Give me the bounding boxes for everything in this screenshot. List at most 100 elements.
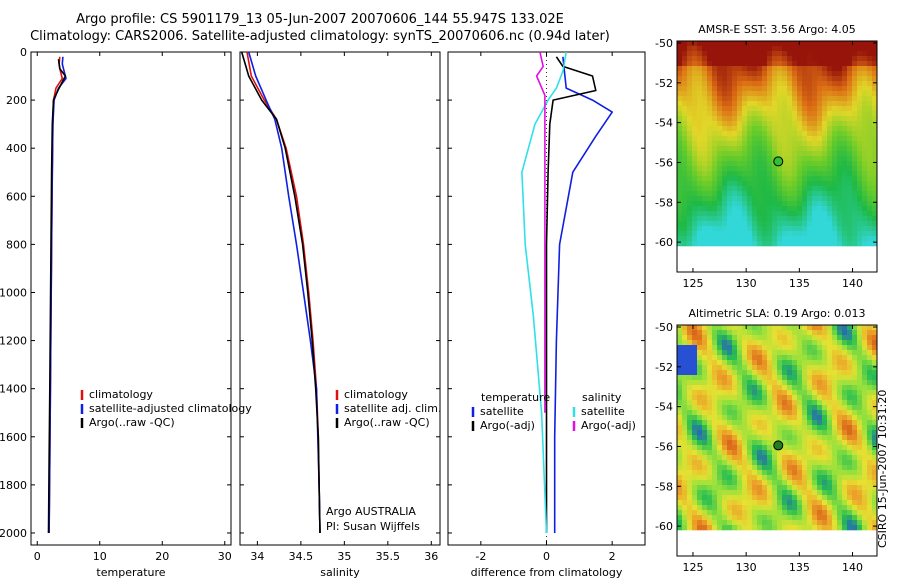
field-cell [772,226,778,232]
field-cell [872,515,878,521]
field-cell [792,465,798,471]
field-cell [812,520,818,526]
field-cell [832,241,838,247]
field-cell [702,340,708,346]
field-cell [682,126,688,132]
field-cell [857,201,863,207]
field-cell [782,101,788,107]
field-cell [762,41,768,47]
field-cell [677,455,683,461]
field-cell [782,146,788,152]
field-cell [732,385,738,391]
field-cell [692,405,698,411]
field-cell [717,221,723,227]
field-cell [797,495,803,501]
field-cell [752,345,758,351]
field-cell [772,176,778,182]
field-cell [772,76,778,82]
field-cell [752,485,758,491]
field-cell [747,410,753,416]
field-cell [757,325,763,331]
field-cell [787,390,793,396]
field-cell [812,365,818,371]
field-cell [862,515,868,521]
field-cell [852,345,858,351]
field-cell [787,126,793,132]
field-cell [722,510,728,516]
field-cell [827,360,833,366]
field-cell [682,360,688,366]
field-cell [677,76,683,82]
field-cell [777,201,783,207]
field-cell [742,500,748,506]
field-cell [797,201,803,207]
field-cell [757,510,763,516]
x-tick-label: 30 [218,550,232,563]
field-cell [717,490,723,496]
field-cell [777,221,783,227]
field-cell [842,495,848,501]
field-cell [847,136,853,142]
field-cell [727,81,733,87]
field-cell [807,166,813,172]
field-cell [702,201,708,207]
field-cell [682,166,688,172]
field-cell [857,86,863,92]
field-cell [742,520,748,526]
field-cell [727,350,733,356]
field-cell [757,455,763,461]
field-cell [827,370,833,376]
field-cell [762,350,768,356]
field-cell [787,480,793,486]
field-cell [792,335,798,341]
field-cell [677,475,683,481]
field-cell [692,505,698,511]
field-cell [732,136,738,142]
field-cell [692,166,698,172]
field-cell [822,455,828,461]
field-cell [802,176,808,182]
field-cell [712,46,718,52]
field-cell [857,385,863,391]
field-cell [857,71,863,77]
field-cell [752,106,758,112]
field-cell [747,91,753,97]
field-cell [752,510,758,516]
field-cell [692,121,698,127]
field-cell [732,86,738,92]
field-cell [862,146,868,152]
field-cell [837,211,843,217]
field-cell [832,166,838,172]
field-cell [792,111,798,117]
field-cell [752,415,758,421]
field-cell [717,495,723,501]
field-cell [717,61,723,67]
field-cell [737,181,743,187]
field-cell [742,340,748,346]
legend-label: satellite [480,405,524,418]
field-cell [717,345,723,351]
legend-label: satellite adj. clim. [344,402,441,415]
field-cell [797,505,803,511]
field-cell [742,226,748,232]
field-cell [792,515,798,521]
field-cell [697,455,703,461]
field-cell [677,405,683,411]
field-cell [837,101,843,107]
field-cell [727,475,733,481]
field-cell [737,405,743,411]
field-cell [797,460,803,466]
field-cell [832,81,838,87]
field-cell [872,226,878,232]
field-cell [777,76,783,82]
field-cell [712,405,718,411]
field-cell [802,46,808,52]
field-cell [782,405,788,411]
field-cell [797,176,803,182]
field-cell [867,365,873,371]
field-cell [842,385,848,391]
field-cell [812,236,818,242]
field-cell [802,475,808,481]
field-cell [787,340,793,346]
field-cell [692,161,698,167]
